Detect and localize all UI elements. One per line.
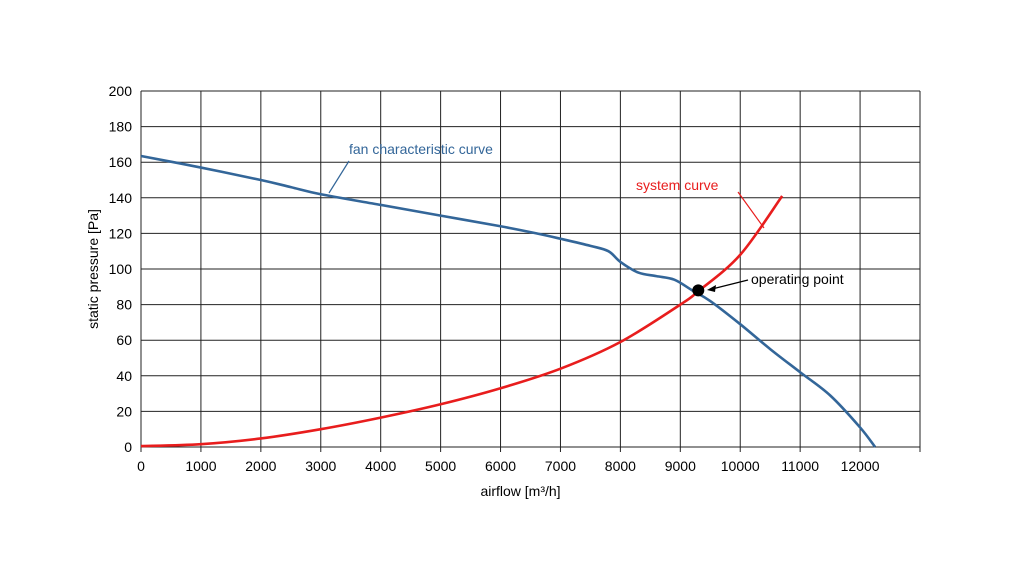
x-tick-label: 4000 [365, 458, 396, 474]
curves [140, 154, 877, 448]
x-tick-label: 8000 [605, 458, 636, 474]
y-tick-label: 20 [116, 403, 132, 419]
x-tick-label: 3000 [305, 458, 336, 474]
grid [140, 90, 921, 452]
y-tick-label: 140 [109, 190, 133, 206]
tick-labels: 0 1000 2000 3000 4000 5000 6000 7000 8000 9000 100… [109, 83, 880, 474]
x-tick-label: 2000 [245, 458, 276, 474]
operating-point-leader [711, 279, 749, 290]
y-tick-label: 60 [116, 332, 132, 348]
x-tick-label: 5000 [425, 458, 456, 474]
fan-curve-annotation: fan characteristic curve [349, 141, 493, 157]
y-tick-label: 120 [109, 225, 133, 241]
y-tick-label: 80 [116, 297, 132, 313]
x-axis-label: airflow [m³/h] [480, 483, 560, 499]
y-tick-label: 160 [109, 154, 133, 170]
y-tick-label: 0 [124, 439, 132, 455]
system-curve-annotation: system curve [636, 177, 719, 193]
operating-point-annotation: operating point [751, 271, 844, 287]
y-tick-label: 100 [109, 261, 133, 277]
x-tick-label: 10000 [721, 458, 760, 474]
x-tick-label: 0 [137, 458, 145, 474]
fan-annotation-leader [328, 160, 350, 194]
annotations: fan characteristic curve system curve op… [349, 141, 844, 287]
x-tick-label: 1000 [185, 458, 216, 474]
x-tick-label: 7000 [545, 458, 576, 474]
x-tick-label: 11000 [781, 458, 819, 474]
y-tick-label: 180 [109, 119, 133, 135]
operating-point-marker [692, 284, 705, 297]
x-tick-label: 9000 [665, 458, 696, 474]
y-tick-label: 40 [116, 368, 132, 384]
x-tick-label: 12000 [841, 458, 880, 474]
operating-point-arrowhead [707, 285, 716, 292]
y-tick-label: 200 [109, 83, 133, 99]
system-annotation-leader [737, 191, 765, 229]
x-tick-label: 6000 [485, 458, 516, 474]
fan-characteristic-curve [140, 154, 877, 448]
y-axis-label: static pressure [Pa] [85, 209, 101, 329]
